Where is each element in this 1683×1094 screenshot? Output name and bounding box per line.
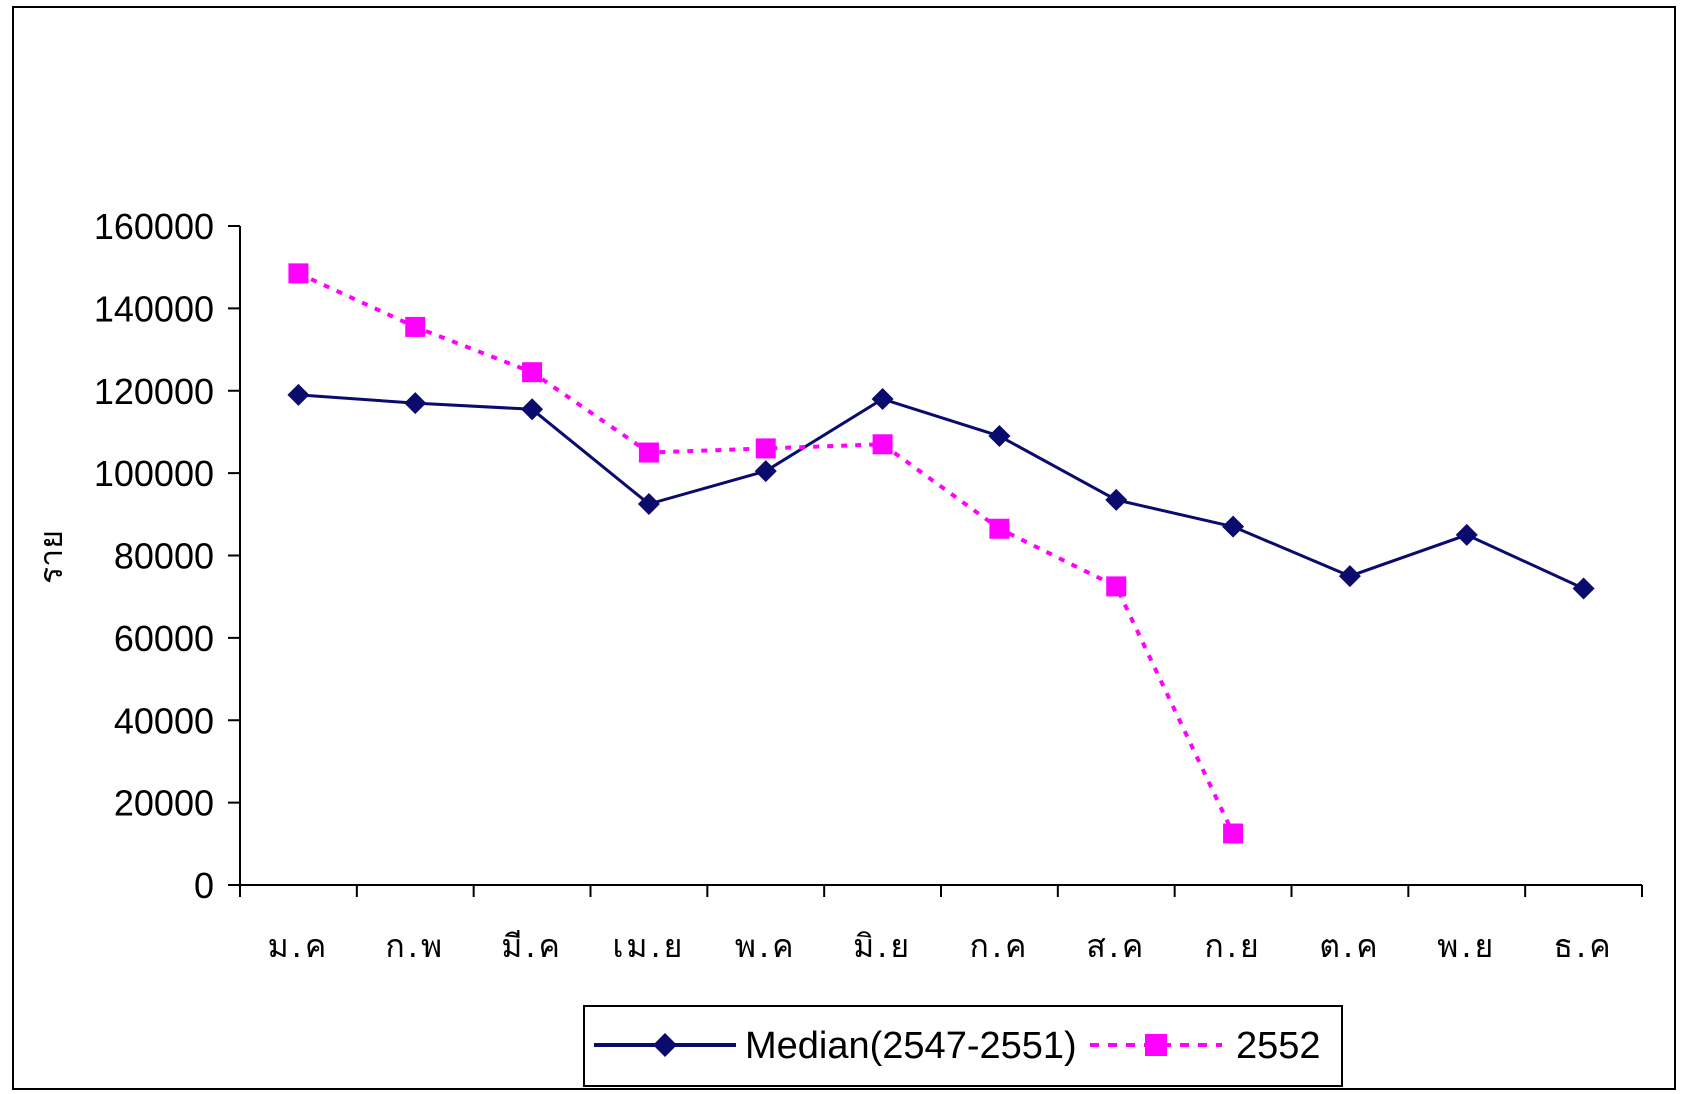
x-tick-label: มิ.ย <box>853 927 912 965</box>
x-tick-label: ก.ค <box>969 927 1029 965</box>
data-point-square <box>872 434 893 455</box>
x-tick-label: ก.ย <box>1204 927 1261 965</box>
series-layer <box>287 263 1595 844</box>
data-point-square <box>522 362 543 383</box>
y-tick-label: 120000 <box>94 371 214 412</box>
y-ticks: 0 20000 40000 60000 80000 100000 120000 140000 1… <box>94 206 240 906</box>
data-point-diamond <box>521 398 544 421</box>
legend: Median(2547-2551) 2552 <box>583 1005 1343 1087</box>
data-point-diamond <box>754 460 777 483</box>
y-tick-label: 100000 <box>94 453 214 494</box>
data-point-square <box>638 442 659 463</box>
y-tick-label: 0 <box>194 865 214 906</box>
data-point-diamond <box>637 493 660 516</box>
series-0 <box>287 383 1595 600</box>
data-point-diamond <box>1222 515 1245 538</box>
y-tick-label: 20000 <box>114 783 214 824</box>
legend-marker-2552 <box>1145 1034 1167 1056</box>
x-tick-label: ส.ค <box>1086 927 1146 965</box>
data-point-square <box>989 518 1010 539</box>
x-ticks: ม.ค ก.พ มี.ค เม.ย พ.ค มิ.ย ก.ค ส.ค ก.ย ต.ค พ.ย ธ.ค <box>239 885 1643 965</box>
data-point-diamond <box>1572 577 1595 600</box>
data-point-diamond <box>1338 565 1361 588</box>
data-point-square <box>755 438 776 459</box>
data-point-diamond <box>404 392 427 415</box>
x-tick-label: มี.ค <box>501 927 563 965</box>
legend-label-2552: 2552 <box>1236 1025 1321 1067</box>
y-tick-label: 80000 <box>114 536 214 577</box>
y-tick-label: 140000 <box>94 288 214 329</box>
data-point-diamond <box>871 387 894 410</box>
data-point-diamond <box>1455 523 1478 546</box>
chart-frame <box>12 6 1676 1090</box>
x-tick-label: ก.พ <box>385 927 445 965</box>
y-axis-title-group: ราย <box>32 530 70 584</box>
data-point-diamond <box>1105 488 1128 511</box>
x-tick-label: เม.ย <box>612 927 685 965</box>
y-axis-title: ราย <box>32 530 70 584</box>
data-point-diamond <box>287 383 310 406</box>
y-tick-label: 160000 <box>94 206 214 247</box>
data-point-square <box>405 316 426 337</box>
data-point-square <box>1106 576 1127 597</box>
legend-marker-median <box>653 1033 677 1057</box>
x-tick-label: พ.ค <box>735 927 797 965</box>
series-line <box>297 271 1235 835</box>
x-tick-label: ม.ค <box>268 927 330 965</box>
y-tick-label: 60000 <box>114 618 214 659</box>
series-1 <box>288 263 1244 844</box>
data-point-square <box>1223 823 1244 844</box>
y-tick-label: 40000 <box>114 700 214 741</box>
series-line <box>298 393 1585 590</box>
axes <box>239 226 1642 886</box>
legend-label-median: Median(2547-2551) <box>745 1025 1077 1067</box>
x-tick-label: ธ.ค <box>1554 927 1614 965</box>
data-point-square <box>288 263 309 284</box>
data-point-diamond <box>988 425 1011 448</box>
x-tick-label: พ.ย <box>1437 927 1496 965</box>
x-tick-label: ต.ค <box>1319 927 1380 965</box>
